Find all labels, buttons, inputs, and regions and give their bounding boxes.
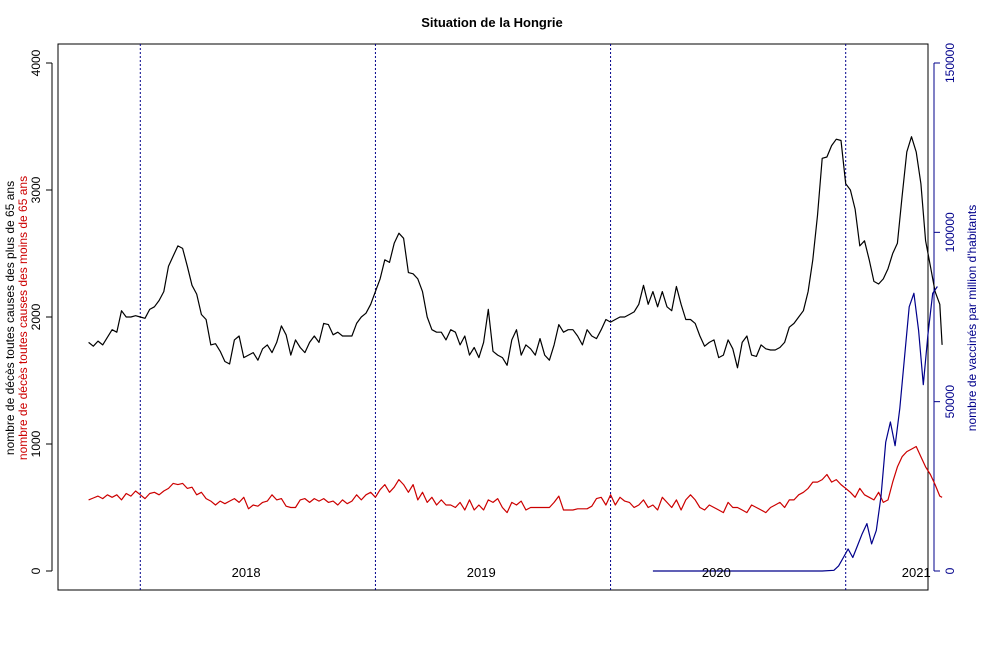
- right-tick-label-0: 0: [943, 567, 957, 574]
- left-tick-label-4000: 4000: [29, 49, 43, 76]
- series-line-vaccinated: [652, 286, 938, 572]
- left-tick-label-3000: 3000: [29, 176, 43, 203]
- left-tick-label-0: 0: [29, 567, 43, 574]
- y-axis-label-vaccinated: nombre de vaccinés par million d'habitan…: [965, 205, 979, 431]
- left-axis: 0 1000 2000 3000 4000: [29, 49, 53, 574]
- year-label-2019: 2019: [467, 565, 496, 580]
- series-line-under65: [88, 445, 943, 514]
- year-labels: 2018 2019 2020 2021: [232, 565, 931, 580]
- left-tick-label-2000: 2000: [29, 303, 43, 330]
- plot-frame: [57, 43, 929, 591]
- year-label-2020: 2020: [702, 565, 731, 580]
- series-layer: [88, 136, 943, 572]
- year-label-2021: 2021: [902, 565, 931, 580]
- right-tick-label-50000: 50000: [943, 385, 957, 419]
- right-axis: 0 50000 100000 150000: [933, 43, 957, 574]
- right-tick-label-150000: 150000: [943, 43, 957, 83]
- left-tick-label-1000: 1000: [29, 430, 43, 457]
- series-line-over65: [88, 136, 943, 369]
- y-axis-label-over65: nombre de décès toutes causes des plus d…: [3, 181, 17, 455]
- year-label-2018: 2018: [232, 565, 261, 580]
- right-tick-label-100000: 100000: [943, 212, 957, 252]
- y-axis-label-under65: nombre de décès toutes causes des moins …: [16, 176, 30, 460]
- chart-title: Situation de la Hongrie: [421, 15, 563, 30]
